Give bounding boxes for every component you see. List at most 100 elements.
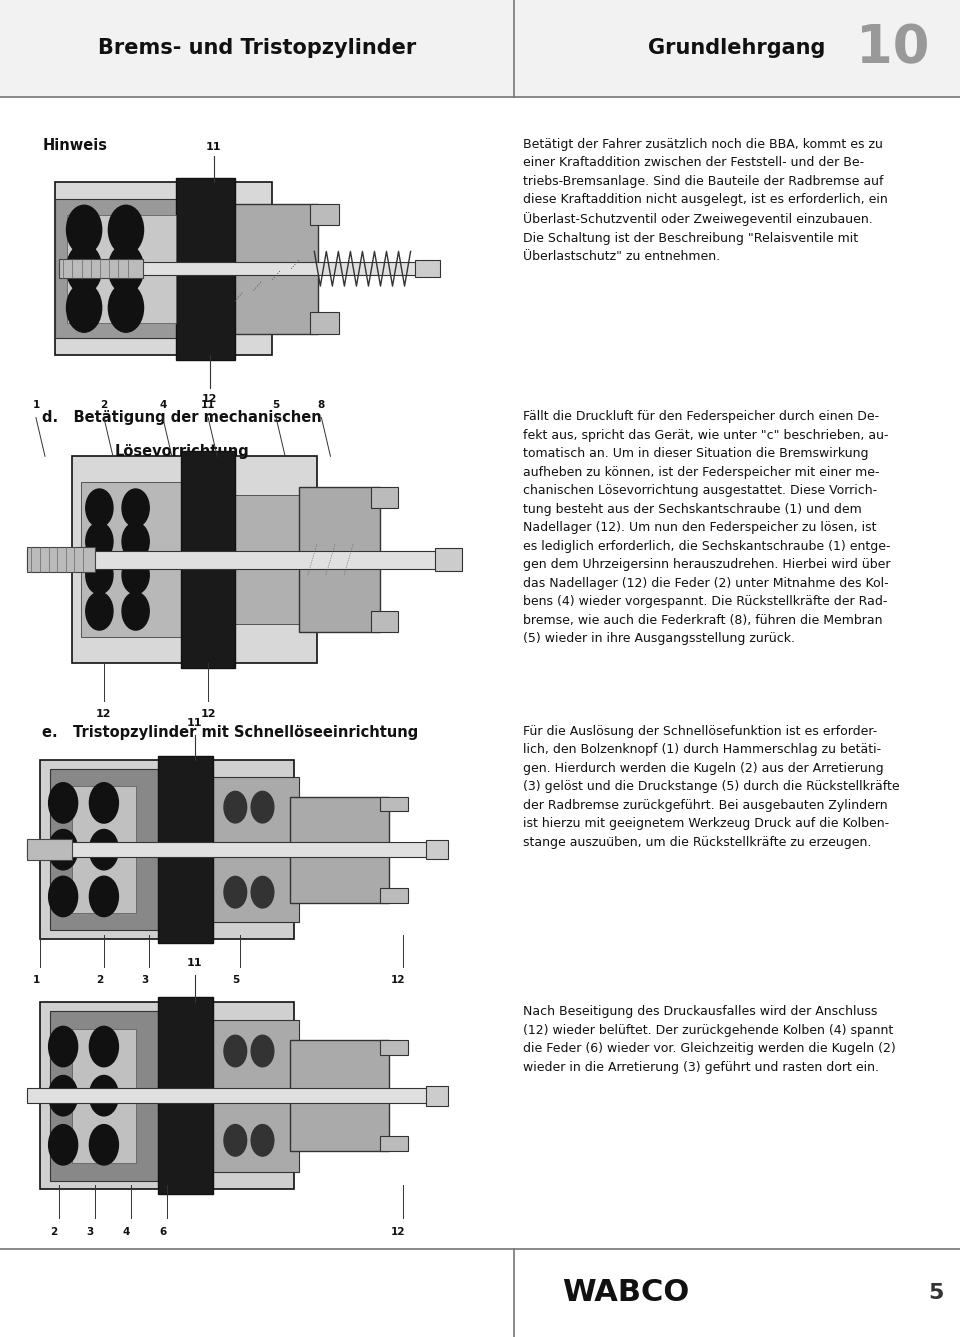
- Text: Brems- und Tristopzylinder: Brems- und Tristopzylinder: [98, 39, 416, 59]
- Text: 8: 8: [318, 400, 325, 410]
- Circle shape: [89, 782, 118, 824]
- Circle shape: [108, 206, 144, 254]
- Text: 1: 1: [33, 400, 39, 410]
- Bar: [82, 483, 190, 636]
- Text: Fällt die Druckluft für den Federspeicher durch einen De-
fekt aus, spricht das : Fällt die Druckluft für den Federspeiche…: [523, 410, 891, 646]
- Text: d.   Betätigung der mechanischen: d. Betätigung der mechanischen: [42, 410, 322, 425]
- Circle shape: [49, 1124, 78, 1165]
- Bar: [415, 261, 440, 277]
- Circle shape: [49, 876, 78, 917]
- Text: 4: 4: [123, 1227, 131, 1238]
- Text: 4: 4: [159, 400, 166, 410]
- Circle shape: [108, 283, 144, 332]
- Text: 11: 11: [187, 718, 203, 729]
- Bar: [59, 259, 143, 278]
- Circle shape: [89, 1124, 118, 1165]
- Circle shape: [66, 245, 102, 293]
- Circle shape: [122, 556, 149, 594]
- Text: 12: 12: [201, 709, 216, 719]
- Circle shape: [224, 1124, 247, 1157]
- Bar: [372, 611, 398, 632]
- Bar: [380, 1136, 407, 1151]
- Circle shape: [89, 1027, 118, 1067]
- Bar: [380, 888, 407, 902]
- Circle shape: [89, 1075, 118, 1116]
- Bar: [27, 547, 95, 572]
- Circle shape: [224, 792, 247, 824]
- Circle shape: [224, 1035, 247, 1067]
- Bar: [67, 215, 177, 324]
- Text: Lösevorrichtung: Lösevorrichtung: [114, 444, 249, 459]
- Bar: [227, 495, 308, 624]
- Bar: [435, 548, 462, 571]
- Text: 12: 12: [96, 709, 111, 719]
- Circle shape: [49, 829, 78, 870]
- Bar: [27, 842, 444, 857]
- Bar: [425, 1086, 448, 1106]
- Circle shape: [49, 782, 78, 824]
- Text: 3: 3: [141, 975, 148, 985]
- Text: Grundlehrgang: Grundlehrgang: [647, 39, 825, 59]
- Bar: [310, 312, 340, 334]
- Text: 6: 6: [159, 1227, 166, 1238]
- Bar: [158, 757, 213, 943]
- Circle shape: [89, 829, 118, 870]
- Bar: [299, 487, 380, 632]
- Bar: [72, 456, 317, 663]
- Circle shape: [49, 1027, 78, 1067]
- Text: 5: 5: [231, 975, 239, 985]
- Bar: [227, 203, 319, 334]
- Bar: [50, 1011, 158, 1181]
- Bar: [425, 840, 448, 860]
- Bar: [72, 786, 135, 913]
- Bar: [27, 840, 72, 860]
- Bar: [208, 777, 299, 923]
- Bar: [59, 262, 427, 275]
- Circle shape: [122, 523, 149, 560]
- Circle shape: [108, 245, 144, 293]
- Text: 2: 2: [100, 400, 108, 410]
- Bar: [290, 797, 390, 902]
- Bar: [158, 997, 213, 1194]
- Text: 11: 11: [201, 400, 215, 410]
- Bar: [177, 178, 235, 360]
- Circle shape: [122, 592, 149, 630]
- Circle shape: [224, 877, 247, 908]
- Circle shape: [89, 876, 118, 917]
- Circle shape: [85, 523, 113, 560]
- Bar: [27, 551, 457, 568]
- Text: 12: 12: [202, 394, 217, 404]
- Bar: [27, 1088, 444, 1103]
- Text: e.   Tristopzylinder mit Schnellöseeinrichtung: e. Tristopzylinder mit Schnellöseeinrich…: [42, 725, 419, 739]
- Bar: [180, 451, 235, 668]
- Bar: [372, 487, 398, 508]
- Circle shape: [49, 1075, 78, 1116]
- Bar: [208, 1020, 299, 1171]
- Text: Hinweis: Hinweis: [42, 138, 108, 152]
- Text: 10: 10: [856, 23, 929, 75]
- Circle shape: [85, 489, 113, 527]
- Bar: [40, 1001, 294, 1190]
- Bar: [380, 797, 407, 812]
- Bar: [40, 761, 294, 939]
- Text: WABCO: WABCO: [562, 1278, 689, 1308]
- Text: 3: 3: [86, 1227, 94, 1238]
- Text: Für die Auslösung der Schnellösefunktion ist es erforder-
lich, den Bolzenknopf : Für die Auslösung der Schnellösefunktion…: [523, 725, 900, 849]
- Text: Nach Beseitigung des Druckausfalles wird der Anschluss
(12) wieder belüftet. Der: Nach Beseitigung des Druckausfalles wird…: [523, 1005, 896, 1074]
- Circle shape: [252, 792, 274, 824]
- Text: 5: 5: [928, 1284, 944, 1302]
- Text: Betätigt der Fahrer zusätzlich noch die BBA, kommt es zu
einer Kraftaddition zwi: Betätigt der Fahrer zusätzlich noch die …: [523, 138, 888, 263]
- Bar: [50, 769, 158, 931]
- Circle shape: [66, 206, 102, 254]
- Bar: [55, 182, 273, 356]
- Circle shape: [252, 1124, 274, 1157]
- Bar: [290, 1040, 390, 1151]
- Circle shape: [252, 1035, 274, 1067]
- Text: 12: 12: [391, 1227, 406, 1238]
- Bar: [380, 1040, 407, 1055]
- Text: 1: 1: [33, 975, 39, 985]
- Bar: [0, 0, 960, 98]
- Circle shape: [252, 877, 274, 908]
- Text: 11: 11: [206, 142, 222, 152]
- Text: 2: 2: [51, 1227, 58, 1238]
